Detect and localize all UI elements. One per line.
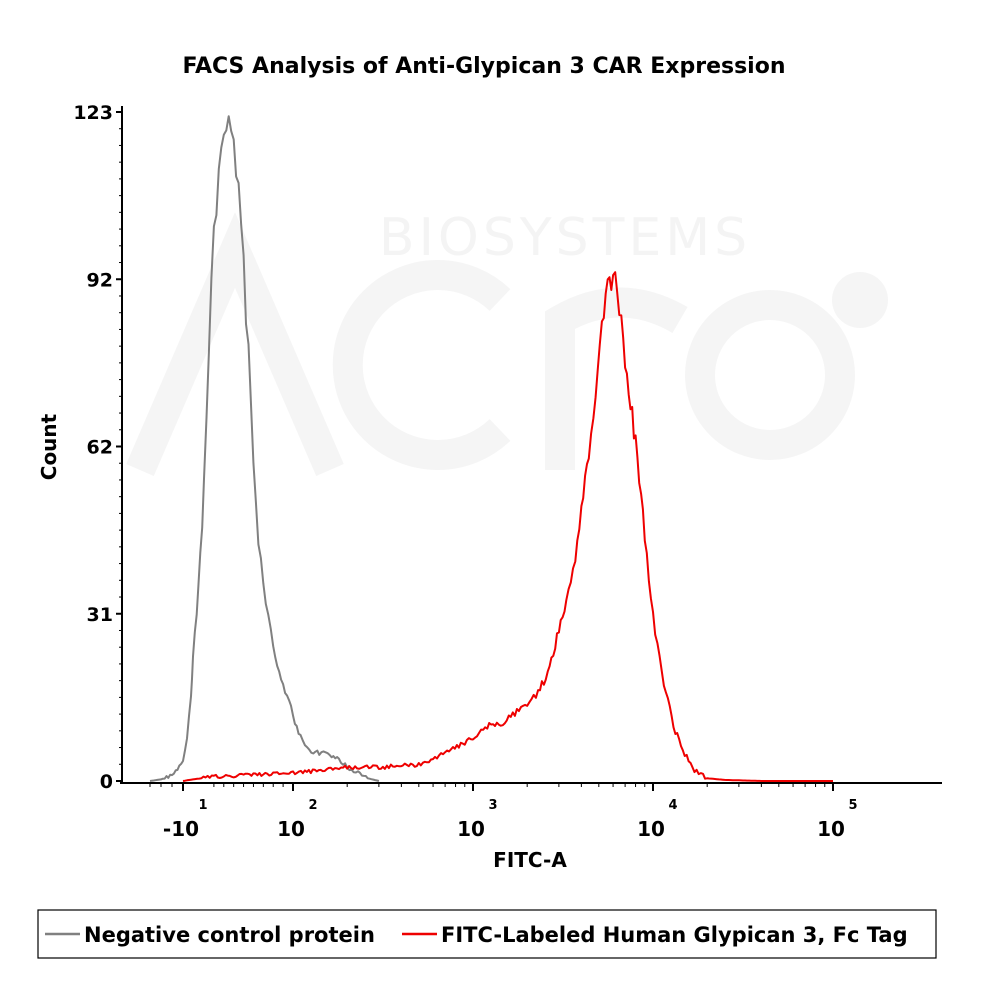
watermark-logo — [126, 212, 855, 476]
series-fitc-glypican-line — [182, 271, 833, 782]
legend: Negative control protein FITC-Labeled Hu… — [37, 909, 937, 959]
y-axis-title: Count — [37, 413, 61, 480]
x-tick-label: 10 — [817, 817, 845, 841]
y-axis-ticks: 0 31 62 92 123 — [73, 102, 122, 793]
x-tick-label: -10 — [163, 817, 199, 841]
x-tick-label: 10 — [277, 817, 305, 841]
x-tick-exponent: 3 — [488, 798, 497, 813]
watermark-dot — [832, 272, 888, 328]
x-tick-exponent: 4 — [668, 798, 677, 813]
legend-label-fitc-glypican: FITC-Labeled Human Glypican 3, Fc Tag — [441, 923, 908, 947]
y-tick-label: 92 — [87, 269, 113, 291]
y-tick-label: 31 — [87, 604, 113, 626]
legend-label-negative-control: Negative control protein — [84, 923, 375, 947]
x-tick-label: 10 — [457, 817, 485, 841]
watermark-text: BIOSYSTEMS — [379, 208, 751, 268]
y-tick-label: 123 — [73, 102, 113, 124]
y-tick-label: 0 — [100, 771, 113, 793]
x-tick-label: 10 — [637, 817, 665, 841]
x-tick-exponent: 1 — [198, 798, 207, 813]
x-tick-exponent: 2 — [308, 798, 317, 813]
x-axis-title: FITC-A — [493, 848, 567, 872]
legend-box — [37, 909, 937, 959]
x-tick-exponent: 5 — [848, 798, 857, 813]
chart-title: FACS Analysis of Anti-Glypican 3 CAR Exp… — [182, 54, 785, 79]
series-negative-control-line — [149, 115, 380, 782]
plot-area — [149, 115, 833, 782]
watermark: BIOSYSTEMS — [126, 208, 888, 476]
y-tick-label: 62 — [87, 437, 113, 459]
